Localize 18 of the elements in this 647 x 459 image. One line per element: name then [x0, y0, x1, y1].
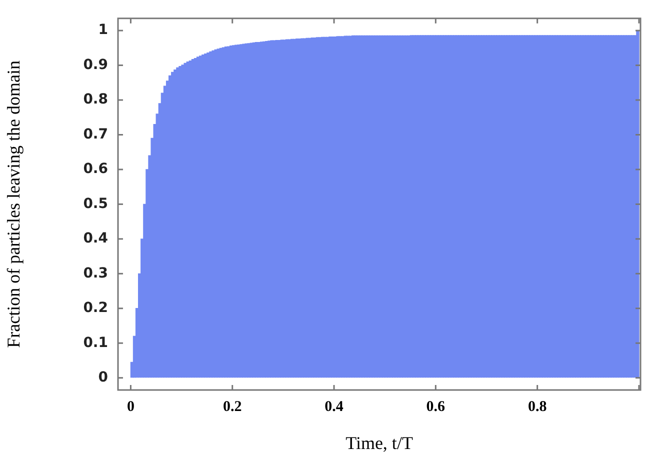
x-tick-label: 0 [126, 398, 134, 415]
y-tick-label: 0.8 [83, 92, 108, 108]
x-tick-label: 0.8 [528, 398, 547, 415]
y-tick-label: 0.5 [83, 196, 108, 212]
y-tick-label: 0.7 [83, 126, 108, 142]
x-tick-label: 0.4 [324, 398, 344, 415]
y-tick-label: 0.1 [83, 334, 108, 351]
y-tick-label: 0 [98, 369, 108, 386]
x-tick-label: 0.6 [426, 398, 446, 415]
y-tick-label: 0.2 [83, 300, 108, 316]
y-tick-label: 0.9 [83, 56, 108, 73]
y-tick-label: 0.4 [83, 230, 108, 247]
y-tick-label: 0.6 [83, 161, 108, 178]
y-tick-label: 0.3 [83, 265, 108, 282]
x-tick-label: 0.2 [222, 398, 242, 415]
y-tick-label: 1 [98, 22, 108, 38]
x-axis-title: Time, t/T [346, 432, 413, 453]
y-axis-title: Fraction of particles leaving the domain [4, 60, 24, 348]
